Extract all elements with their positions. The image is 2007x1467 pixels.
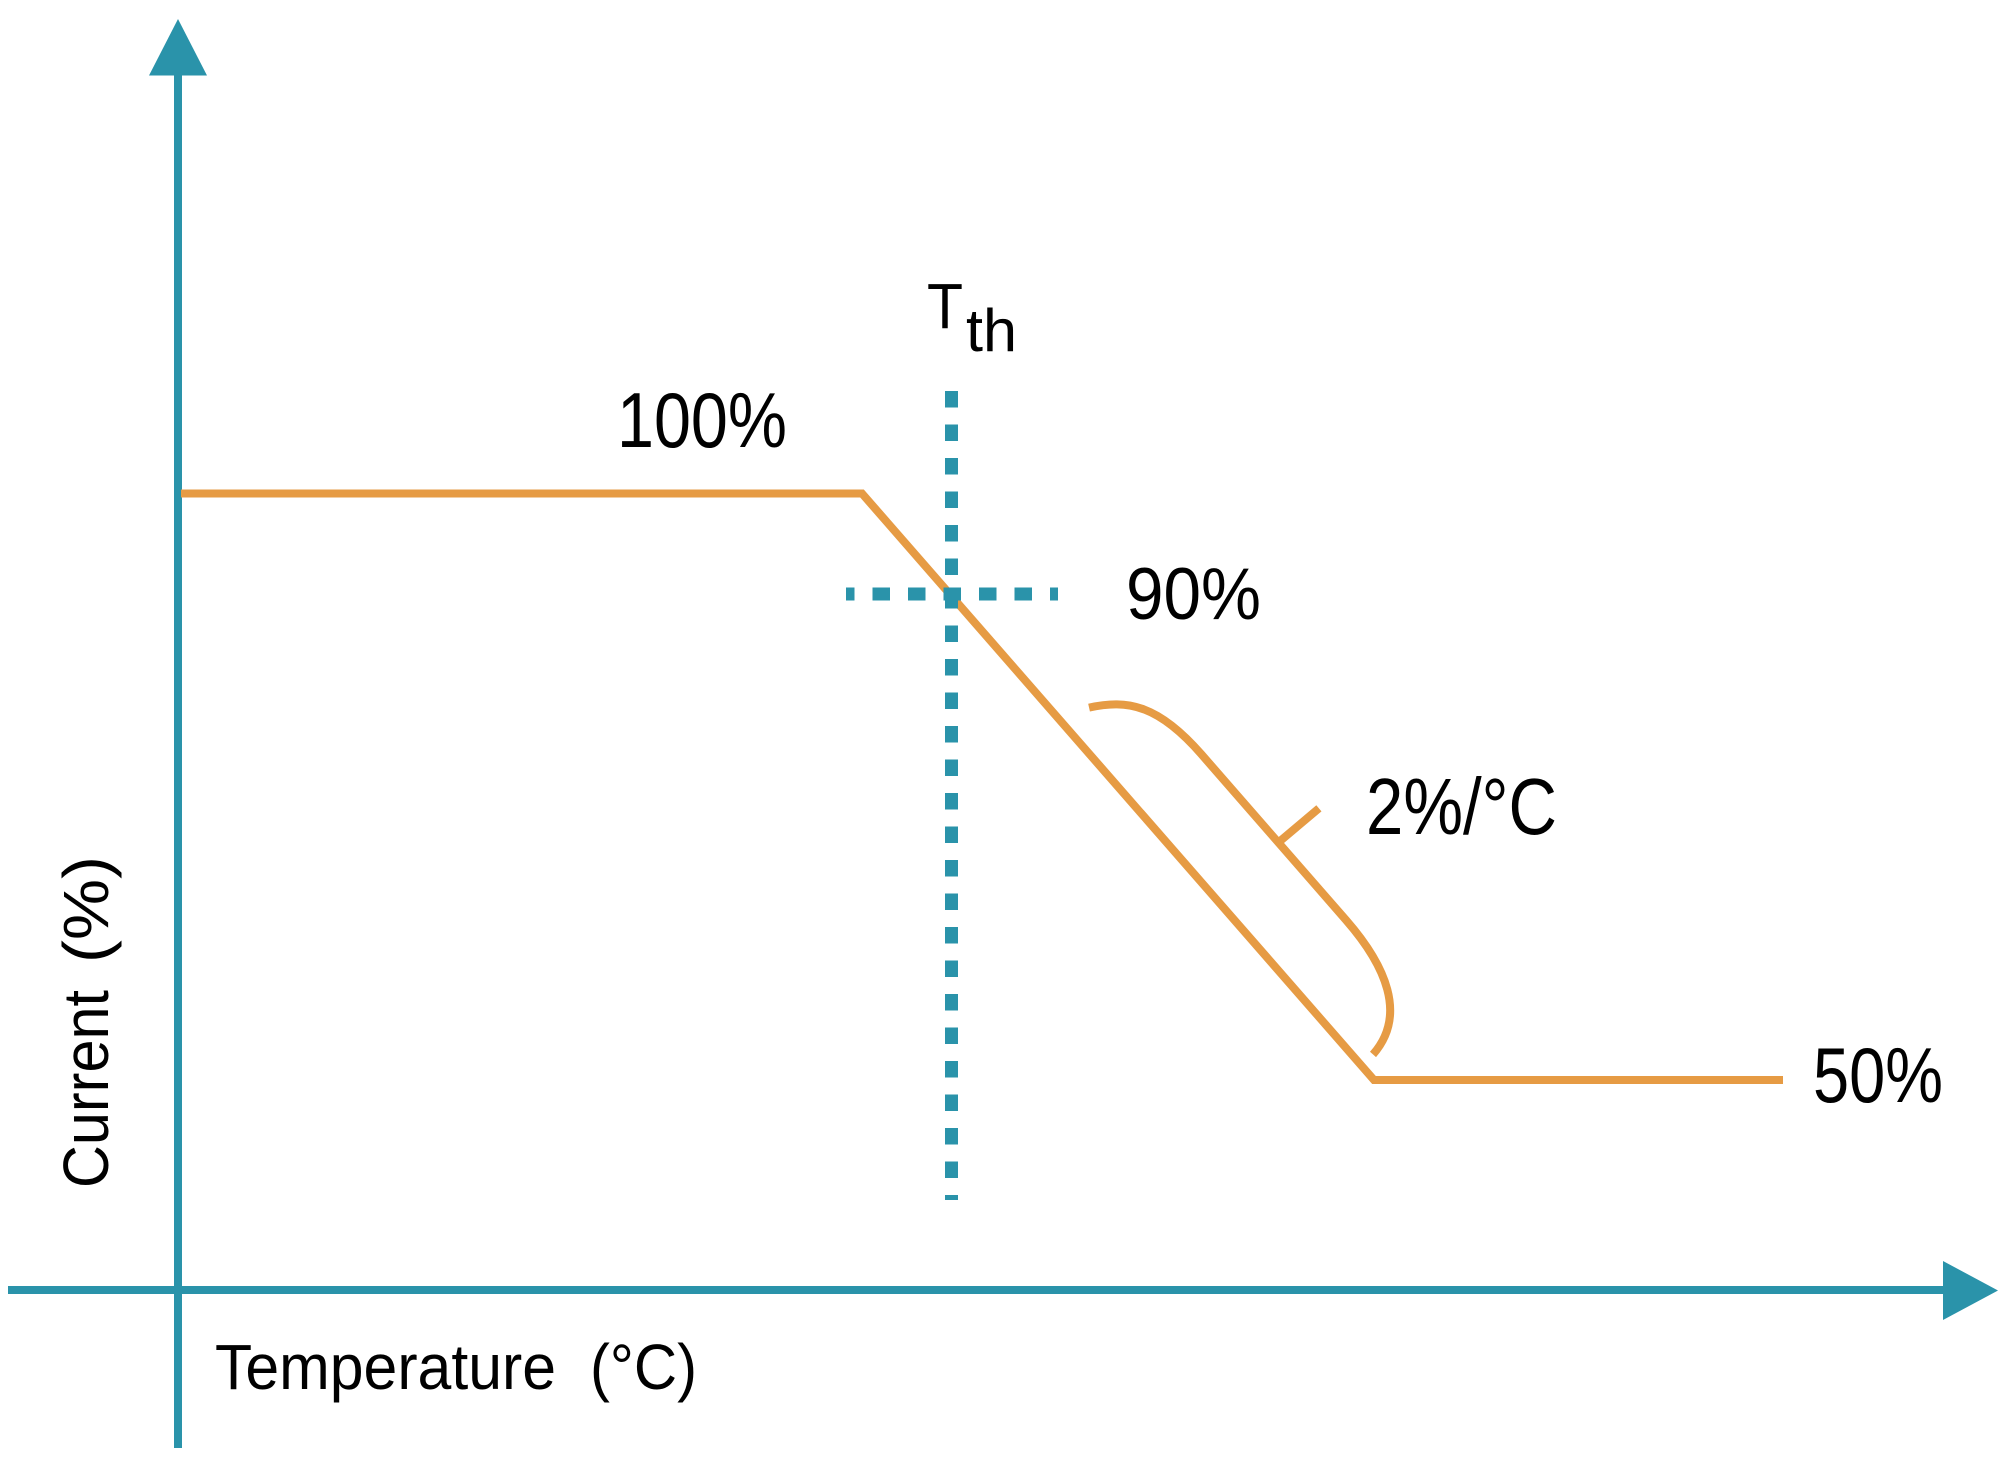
svg-text:th: th <box>966 297 1017 364</box>
svg-text:90%: 90% <box>1126 554 1261 635</box>
svg-text:(%): (%) <box>50 856 122 963</box>
svg-text:(°C): (°C) <box>590 1331 697 1403</box>
svg-text:Temperature: Temperature <box>215 1331 556 1403</box>
svg-text:T: T <box>927 270 963 342</box>
svg-text:50%: 50% <box>1813 1031 1943 1119</box>
svg-text:100%: 100% <box>617 376 787 464</box>
svg-text:Current: Current <box>50 990 122 1188</box>
svg-text:2%/°C: 2%/°C <box>1366 762 1557 851</box>
